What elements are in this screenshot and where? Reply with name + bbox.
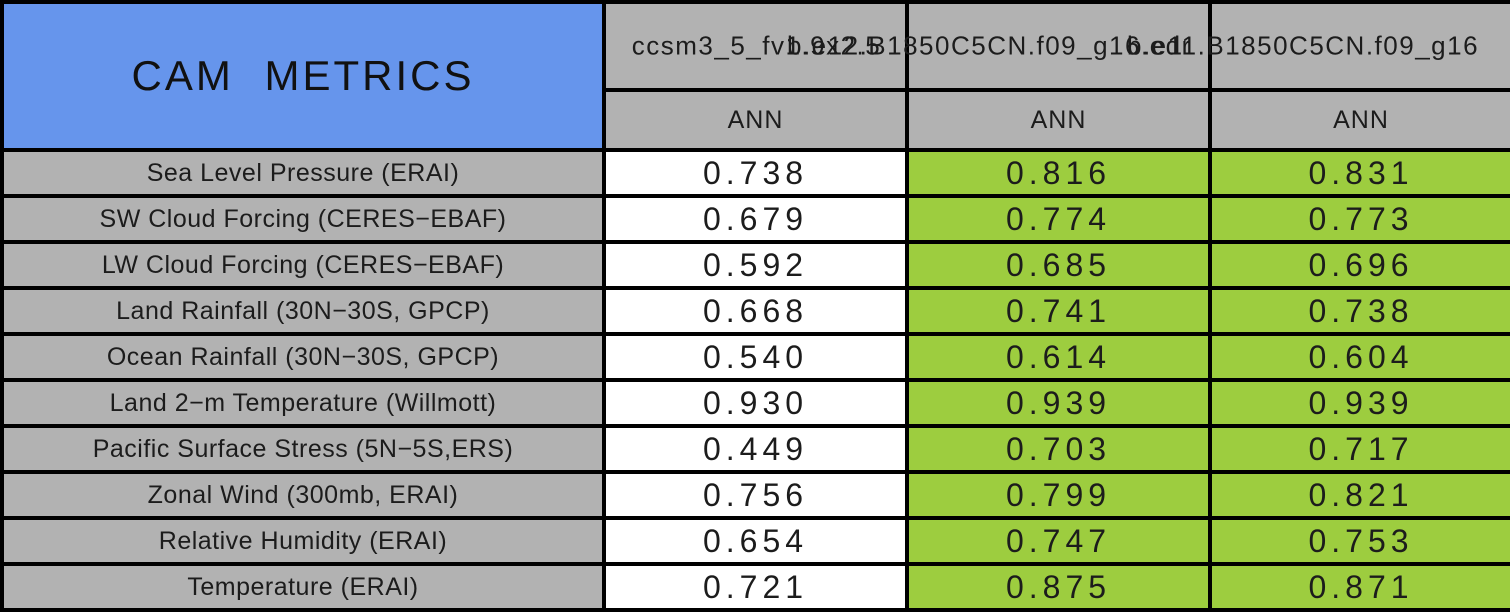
metric-label: Relative Humidity (ERAI) <box>0 516 606 566</box>
model-name-3: b.e11.B1850C5CN.f09_g16 <box>1127 30 1480 61</box>
metric-label: Land 2−m Temperature (Willmott) <box>0 378 606 428</box>
table-row: SW Cloud Forcing (CERES−EBAF) 0.679 0.77… <box>0 194 1510 244</box>
metric-value: 0.939 <box>905 378 1212 428</box>
metric-value: 0.738 <box>602 148 909 198</box>
season-header-3: ANN <box>1207 88 1510 152</box>
metric-value: 0.831 <box>1207 148 1510 198</box>
metric-label: SW Cloud Forcing (CERES−EBAF) <box>0 194 606 244</box>
table-row: Pacific Surface Stress (5N−5S,ERS) 0.449… <box>0 424 1510 474</box>
metric-value: 0.449 <box>602 424 909 474</box>
metric-label: Pacific Surface Stress (5N−5S,ERS) <box>0 424 606 474</box>
metric-label: LW Cloud Forcing (CERES−EBAF) <box>0 240 606 290</box>
metric-value: 0.592 <box>602 240 909 290</box>
metric-value: 0.747 <box>905 516 1212 566</box>
table-row: Land 2−m Temperature (Willmott) 0.930 0.… <box>0 378 1510 428</box>
metric-label: Land Rainfall (30N−30S, GPCP) <box>0 286 606 336</box>
metric-value: 0.875 <box>905 562 1212 612</box>
metric-value: 0.717 <box>1207 424 1510 474</box>
metric-value: 0.816 <box>905 148 1212 198</box>
metric-value: 0.871 <box>1207 562 1510 612</box>
metric-value: 0.696 <box>1207 240 1510 290</box>
metric-value: 0.614 <box>905 332 1212 382</box>
metric-value: 0.753 <box>1207 516 1510 566</box>
table-row: Ocean Rainfall (30N−30S, GPCP) 0.540 0.6… <box>0 332 1510 382</box>
metric-value: 0.738 <box>1207 286 1510 336</box>
table-row: Land Rainfall (30N−30S, GPCP) 0.668 0.74… <box>0 286 1510 336</box>
metric-value: 0.930 <box>602 378 909 428</box>
table-title: CAM METRICS <box>0 0 606 152</box>
metric-value: 0.679 <box>602 194 909 244</box>
column-divider <box>905 4 909 88</box>
season-header-2: ANN <box>905 88 1212 152</box>
model-names-strip: ccsm3_5_fv1.9x2.5 b.e12.B1850C5CN.f09_g1… <box>601 0 1510 92</box>
metric-value: 0.654 <box>602 516 909 566</box>
column-divider <box>1208 4 1212 88</box>
model-name-2: b.e12.B1850C5CN.f09_g16.edr <box>787 30 1192 61</box>
metric-value: 0.540 <box>602 332 909 382</box>
table-row: Zonal Wind (300mb, ERAI) 0.756 0.799 0.8… <box>0 470 1510 520</box>
metric-value: 0.774 <box>905 194 1212 244</box>
metric-value: 0.939 <box>1207 378 1510 428</box>
metric-label: Temperature (ERAI) <box>0 562 606 612</box>
table-row: Sea Level Pressure (ERAI) 0.738 0.816 0.… <box>0 148 1510 198</box>
metric-value: 0.721 <box>602 562 909 612</box>
model-name-1: ccsm3_5_fv1.9x2.5 <box>631 30 882 61</box>
metric-value: 0.703 <box>905 424 1212 474</box>
table-row: Temperature (ERAI) 0.721 0.875 0.871 <box>0 562 1510 612</box>
metric-value: 0.756 <box>602 470 909 520</box>
metric-value: 0.685 <box>905 240 1212 290</box>
season-header-1: ANN <box>602 88 909 152</box>
metric-label: Ocean Rainfall (30N−30S, GPCP) <box>0 332 606 382</box>
metric-value: 0.773 <box>1207 194 1510 244</box>
metric-value: 0.604 <box>1207 332 1510 382</box>
metric-value: 0.668 <box>602 286 909 336</box>
metric-value: 0.821 <box>1207 470 1510 520</box>
season-row: ANN ANN ANN <box>2 88 1510 152</box>
table-row: Relative Humidity (ERAI) 0.654 0.747 0.7… <box>0 516 1510 566</box>
metric-label: Sea Level Pressure (ERAI) <box>0 148 606 198</box>
model-names-row: CAM METRICS ccsm3_5_fv1.9x2.5 b.e12.B185… <box>0 0 1510 152</box>
table-row: LW Cloud Forcing (CERES−EBAF) 0.592 0.68… <box>0 240 1510 290</box>
metric-value: 0.741 <box>905 286 1212 336</box>
metric-label: Zonal Wind (300mb, ERAI) <box>0 470 606 520</box>
metric-value: 0.799 <box>905 470 1212 520</box>
